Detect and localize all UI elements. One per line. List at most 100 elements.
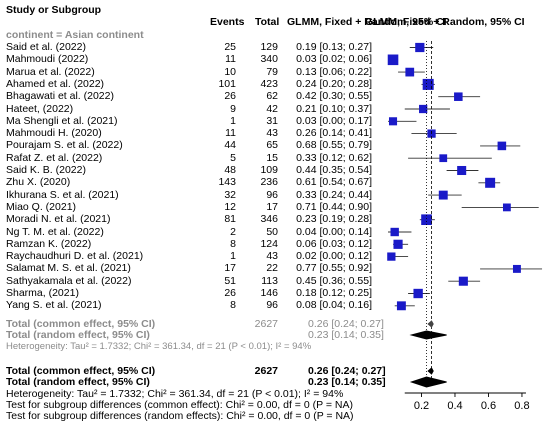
- study-square: [419, 104, 428, 114]
- study-ci-text: 0.03 [0.02; 0.06]: [296, 53, 372, 66]
- study-name: Ma Shengli et al. (2021): [6, 114, 118, 127]
- study-total: 42: [266, 102, 278, 115]
- study-square: [439, 154, 448, 163]
- study-total: 96: [266, 188, 278, 201]
- study-square: [457, 165, 467, 176]
- study-square: [497, 141, 507, 151]
- overall-random-diamond: [409, 376, 447, 388]
- study-name: Mahmoudi H. (2020): [6, 127, 102, 140]
- header-total: Total: [255, 16, 280, 28]
- study-ci-text: 0.77 [0.55; 0.92]: [296, 262, 372, 275]
- overall-common-total: 2627: [254, 365, 278, 377]
- study-name: Pourajam S. et al. (2022): [6, 139, 123, 152]
- study-total: 129: [260, 41, 278, 53]
- study-total: 17: [266, 200, 278, 213]
- study-name: Said et al. (2022): [6, 41, 86, 53]
- study-name: Miao Q. (2021): [6, 200, 77, 213]
- study-total: 43: [266, 127, 278, 140]
- study-events: 11: [225, 53, 236, 66]
- study-square: [396, 301, 406, 311]
- study-total: 79: [266, 65, 278, 78]
- study-square: [421, 214, 432, 226]
- study-name: Ikhurana S. et al. (2021): [6, 188, 119, 201]
- header-ci-text: GLMM, Fixed + Random, 95% CI: [287, 16, 447, 28]
- study-events: 1: [230, 114, 236, 127]
- test-subgroup-random: Test for subgroup differences (random ef…: [6, 410, 354, 422]
- study-name: Hateet, (2022): [6, 102, 74, 115]
- study-ci-text: 0.24 [0.20; 0.28]: [296, 77, 372, 90]
- study-ci-text: 0.03 [0.00; 0.17]: [296, 114, 372, 127]
- study-total: 62: [266, 90, 278, 103]
- study-square: [415, 42, 425, 53]
- study-name: Ahamed et al. (2022): [6, 77, 105, 90]
- study-name: Ng T. M. et al. (2022): [6, 225, 104, 238]
- study-name: Sathyakamala et al. (2022): [6, 274, 132, 287]
- study-events: 10: [224, 65, 236, 78]
- subgroup-common-diamond: [427, 320, 434, 328]
- study-events: 81: [224, 213, 236, 226]
- study-square: [393, 239, 403, 249]
- study-ci-text: 0.33 [0.12; 0.62]: [296, 151, 372, 164]
- subgroup-heterogeneity: Heterogeneity: Tau² = 1.7332; Chi² = 361…: [6, 341, 312, 352]
- study-total: 96: [266, 299, 278, 312]
- study-events: 32: [224, 188, 236, 201]
- study-ci-text: 0.23 [0.19; 0.28]: [296, 213, 372, 226]
- study-name: Bhagawati et al. (2022): [6, 90, 114, 103]
- study-square: [413, 288, 423, 299]
- study-events: 8: [230, 299, 236, 312]
- study-total: 65: [266, 139, 278, 152]
- study-name: Ramzan K. (2022): [6, 237, 92, 250]
- study-square: [405, 67, 415, 77]
- study-total: 31: [266, 114, 278, 127]
- study-total: 236: [260, 176, 278, 189]
- study-events: 2: [230, 225, 236, 238]
- study-events: 101: [218, 77, 236, 90]
- study-ci-text: 0.68 [0.55; 0.79]: [296, 139, 372, 152]
- header-events: Events: [210, 16, 245, 28]
- subgroup-common-total: 2627: [254, 318, 278, 330]
- study-ci-text: 0.18 [0.12; 0.25]: [296, 287, 372, 299]
- overall-heterogeneity: Heterogeneity: Tau² = 1.7332; Chi² = 361…: [6, 388, 344, 400]
- study-square: [485, 177, 496, 188]
- study-name: Salamat M. S. et al. (2021): [6, 262, 131, 275]
- study-ci-text: 0.33 [0.24; 0.44]: [296, 188, 372, 201]
- header-study-line1: Study or Subgroup: [6, 4, 102, 16]
- study-square: [438, 190, 448, 200]
- study-square: [388, 117, 398, 126]
- subgroup-random-label: Total (random effect, 95% CI): [6, 329, 150, 341]
- study-events: 5: [230, 151, 236, 164]
- study-square: [458, 276, 468, 286]
- study-ci-text: 0.21 [0.10; 0.37]: [296, 102, 372, 115]
- study-ci-text: 0.42 [0.30; 0.55]: [296, 90, 372, 103]
- study-square: [512, 264, 521, 273]
- study-events: 17: [224, 262, 236, 275]
- study-square: [387, 252, 396, 261]
- study-events: 48: [224, 164, 236, 176]
- study-square: [390, 227, 399, 237]
- study-events: 8: [230, 237, 236, 250]
- study-events: 9: [230, 102, 236, 115]
- study-square: [502, 203, 511, 212]
- overall-random-label: Total (random effect, 95% CI): [6, 376, 150, 388]
- header-ci-plot: GLMM, Fixed + Random, 95% CI: [365, 16, 525, 28]
- study-name: Said K. B. (2022): [6, 164, 86, 176]
- x-tick-label: 0.8: [514, 400, 529, 412]
- overall-common-diamond: [427, 367, 434, 375]
- subgroup-label: continent = Asian continent: [6, 29, 144, 41]
- study-ci-text: 0.19 [0.13; 0.27]: [296, 41, 372, 53]
- study-ci-text: 0.26 [0.14; 0.41]: [296, 127, 372, 140]
- study-name: Moradi N. et al. (2021): [6, 213, 111, 226]
- study-ci-text: 0.45 [0.36; 0.55]: [296, 274, 372, 287]
- study-events: 44: [224, 139, 236, 152]
- study-name: Zhu X. (2020): [6, 176, 71, 189]
- subgroup-random-ci: 0.23 [0.14; 0.35]: [308, 329, 384, 341]
- study-ci-text: 0.13 [0.06; 0.22]: [296, 65, 372, 78]
- study-ci-text: 0.44 [0.35; 0.54]: [296, 164, 372, 176]
- study-square: [454, 92, 463, 101]
- study-name: Raychaudhuri D. et al. (2021): [6, 250, 144, 263]
- overall-random-ci: 0.23 [0.14; 0.35]: [308, 376, 386, 388]
- study-total: 43: [266, 250, 278, 263]
- study-total: 15: [266, 151, 278, 164]
